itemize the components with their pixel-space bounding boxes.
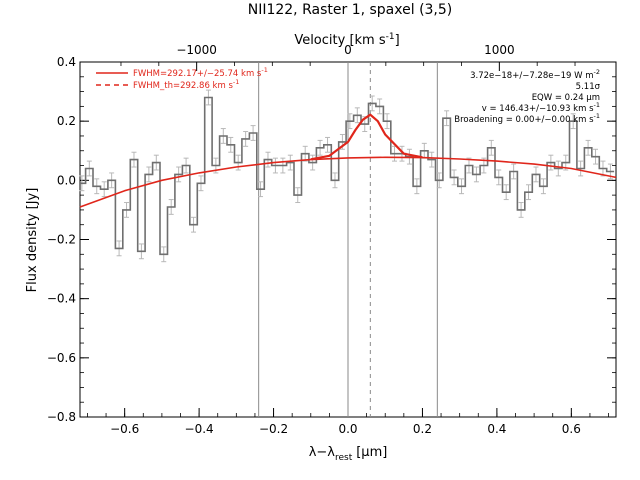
fit-annotation: Broadening = 0.00+/−0.00 km s-1 <box>454 112 600 125</box>
legend-entry: FWHM=292.17+/−25.74 km s-1 <box>133 66 268 79</box>
x-axis-title: λ−λrest [μm] <box>309 445 388 463</box>
spectrum-steps <box>80 96 615 256</box>
y-tick-label: 0.0 <box>57 173 76 187</box>
y-tick-label: 0.2 <box>57 114 76 128</box>
velocity-tick-label: 1000 <box>484 43 515 57</box>
y-tick-label: −0.4 <box>47 292 76 306</box>
y-tick-label: −0.6 <box>47 351 76 365</box>
top-axis-title: Velocity [km s-1] <box>294 32 399 48</box>
y-tick-label: −0.8 <box>47 410 76 424</box>
fit-annotation: 5.11σ <box>576 82 601 92</box>
y-axis-title: Flux density [Jy] <box>25 188 40 293</box>
gaussian-fit-line <box>310 113 423 161</box>
x-tick-label: 0.6 <box>562 422 581 436</box>
continuum-fit-line <box>79 156 617 208</box>
legend: FWHM=292.17+/−25.74 km s-1FWHM_th=292.86… <box>96 66 268 91</box>
velocity-tick-label: 0 <box>344 43 352 57</box>
x-tick-label: −0.4 <box>185 422 214 436</box>
x-tick-label: −0.2 <box>259 422 288 436</box>
x-tick-label: 0.4 <box>487 422 506 436</box>
plot-area: −0.6 −0.4 −0.2 0.0 0.2 0.4 0.6 −0.8 −0.6 −0.4 −0.2… <box>47 43 617 436</box>
fit-annotation: 3.72e−18+/−7.28e−19 W m-2 <box>470 68 600 81</box>
chart-title: NII122, Raster 1, spaxel (3,5) <box>248 2 453 18</box>
y-tick-label: −0.2 <box>47 233 76 247</box>
fit-annotation: v = 146.43+/−10.93 km s-1 <box>482 101 600 114</box>
legend-entry: FWHM_th=292.86 km s-1 <box>133 78 239 91</box>
velocity-tick-label: −1000 <box>176 43 217 57</box>
x-tick-label: −0.6 <box>110 422 139 436</box>
fit-annotation: EQW = 0.24 μm <box>532 93 600 103</box>
y-tick-label: 0.4 <box>57 55 76 69</box>
x-tick-label: 0.2 <box>413 422 432 436</box>
x-tick-label: 0.0 <box>338 422 357 436</box>
